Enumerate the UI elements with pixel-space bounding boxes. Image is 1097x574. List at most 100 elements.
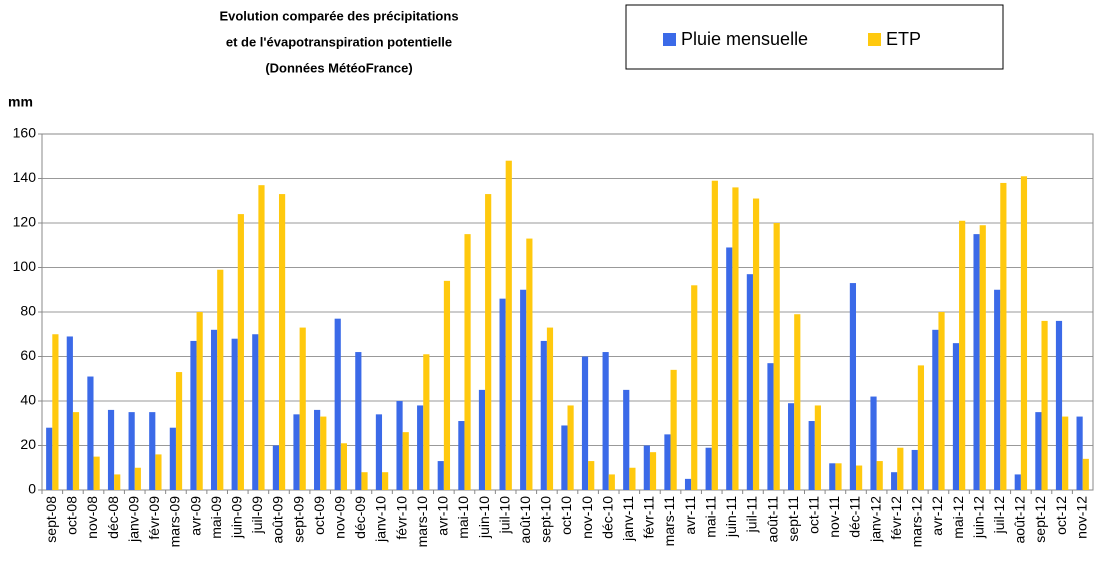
bar xyxy=(66,336,73,490)
bar xyxy=(258,185,265,491)
y-tick-label: 100 xyxy=(13,258,37,274)
x-tick-label: oct-12 xyxy=(1053,496,1069,535)
x-tick-label: juil-09 xyxy=(249,496,265,535)
bar xyxy=(1020,176,1028,490)
bar xyxy=(752,198,760,490)
x-tick-label: nov-12 xyxy=(1073,496,1089,539)
bar xyxy=(402,432,409,490)
bar xyxy=(973,234,980,490)
legend-label: Pluie mensuelle xyxy=(681,29,808,49)
y-axis-title: mm xyxy=(8,94,33,110)
bar xyxy=(608,474,615,490)
y-tick-label: 0 xyxy=(28,481,36,497)
bar xyxy=(664,434,671,490)
bar xyxy=(128,412,135,490)
x-tick-label: oct-08 xyxy=(64,496,80,535)
bar xyxy=(361,472,368,490)
bar xyxy=(911,449,918,490)
y-tick-label: 140 xyxy=(13,169,37,185)
x-tick-label: sept-08 xyxy=(43,496,59,543)
x-tick-label: nov-08 xyxy=(84,496,100,539)
bar xyxy=(979,225,986,490)
bar xyxy=(1076,416,1083,490)
bar xyxy=(52,334,59,490)
x-tick-label: avr-12 xyxy=(929,496,945,536)
bar xyxy=(849,283,857,490)
x-tick-label: janv-12 xyxy=(867,496,883,543)
bar xyxy=(107,409,115,490)
bar xyxy=(423,354,430,490)
bar xyxy=(299,327,306,490)
bar xyxy=(210,329,218,490)
bar xyxy=(567,405,574,490)
bar xyxy=(196,312,203,490)
x-tick-label: mai-10 xyxy=(455,496,471,539)
bar xyxy=(1041,320,1048,490)
x-tick-label: mai-09 xyxy=(208,496,224,539)
bar xyxy=(526,238,533,490)
bar xyxy=(870,396,877,490)
bar xyxy=(505,160,512,490)
x-tick-label: mars-09 xyxy=(167,496,183,548)
bar xyxy=(952,343,960,490)
x-tick-label: août-11 xyxy=(764,496,780,543)
bar xyxy=(1062,416,1069,490)
bar xyxy=(561,425,568,490)
bar xyxy=(252,334,259,490)
x-tick-label: mars-10 xyxy=(414,496,430,548)
bar xyxy=(314,409,321,490)
x-tick-label: déc-10 xyxy=(599,496,615,539)
bar xyxy=(382,472,389,490)
chart-title: Evolution comparée des précipitations xyxy=(219,8,458,23)
x-tick-label: nov-11 xyxy=(826,496,842,538)
x-tick-label: oct-11 xyxy=(805,496,821,534)
bar xyxy=(375,414,383,490)
bar xyxy=(876,461,883,490)
x-tick-label: août-09 xyxy=(270,496,286,544)
x-tick-label: juin-10 xyxy=(476,496,492,539)
bar xyxy=(72,412,80,490)
y-tick-label: 40 xyxy=(20,392,36,408)
bar xyxy=(155,454,162,490)
x-tick-label: nov-10 xyxy=(579,496,595,539)
bar xyxy=(478,389,486,490)
bar xyxy=(917,365,925,490)
bar xyxy=(746,274,753,490)
x-tick-label: janv-11 xyxy=(620,496,636,542)
y-tick-label: 120 xyxy=(13,214,37,230)
legend-label: ETP xyxy=(886,29,921,49)
bar xyxy=(293,414,300,490)
bar xyxy=(726,247,733,490)
y-tick-label: 60 xyxy=(20,347,36,363)
x-tick-label: sept-12 xyxy=(1032,496,1048,543)
bar xyxy=(856,465,863,490)
bar xyxy=(355,352,362,490)
bar xyxy=(217,269,224,490)
legend-box xyxy=(625,4,1004,70)
x-tick-label: févr-12 xyxy=(888,496,904,540)
y-tick-label: 20 xyxy=(20,436,36,452)
bar xyxy=(458,421,465,490)
bar xyxy=(540,340,547,490)
bar xyxy=(994,289,1001,490)
legend-swatch xyxy=(868,33,881,46)
bar xyxy=(334,318,341,490)
x-tick-label: sept-10 xyxy=(538,496,554,543)
bar xyxy=(231,338,238,490)
x-tick-label: juil-10 xyxy=(496,496,512,535)
bar xyxy=(938,312,945,490)
bar xyxy=(278,194,286,490)
x-tick-label: mai-12 xyxy=(950,496,966,539)
x-tick-label: nov-09 xyxy=(332,496,348,539)
bar xyxy=(520,289,527,490)
x-tick-label: sept-11 xyxy=(785,496,801,542)
x-tick-label: avr-11 xyxy=(682,496,698,535)
x-tick-label: juin-09 xyxy=(228,496,244,539)
y-tick-label: 80 xyxy=(20,303,36,319)
bar xyxy=(829,463,836,490)
bar xyxy=(134,467,141,490)
bar xyxy=(499,298,506,490)
bar xyxy=(437,461,444,490)
x-tick-label: févr-11 xyxy=(641,496,657,539)
